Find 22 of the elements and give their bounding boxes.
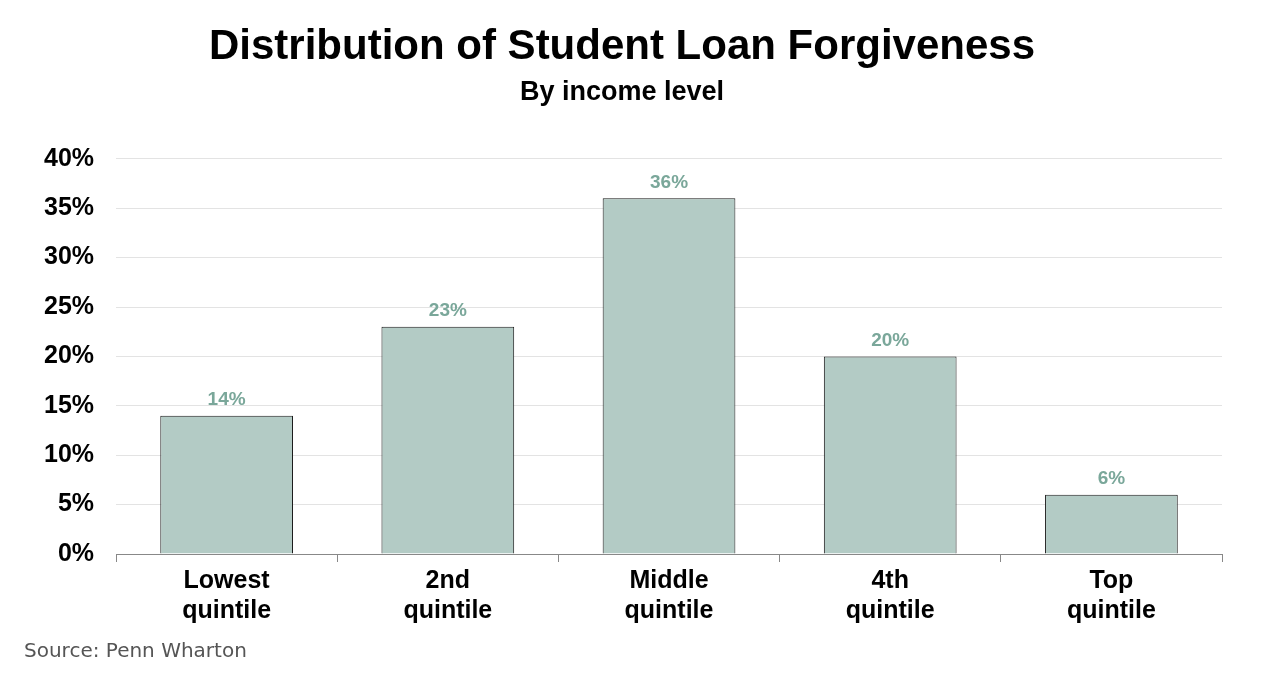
y-tick-label: 30% bbox=[43, 241, 95, 270]
y-tick-label: 35% bbox=[43, 192, 95, 221]
data-label: 20% bbox=[871, 329, 910, 351]
x-tick-label: Middle quintile bbox=[624, 564, 714, 623]
data-label: 14% bbox=[207, 388, 246, 410]
y-tick-label: 5% bbox=[57, 488, 95, 517]
x-tick-label: 2nd quintile bbox=[403, 564, 493, 623]
x-tick-label: Top quintile bbox=[1066, 564, 1156, 623]
x-tick-label: Lowest quintile bbox=[182, 564, 272, 623]
y-tick-label: 25% bbox=[43, 290, 95, 319]
x-tick-label: 4th quintile bbox=[845, 564, 935, 623]
chart-title: Distribution of Student Loan Forgiveness bbox=[208, 20, 1036, 68]
y-tick-label: 10% bbox=[43, 439, 95, 468]
source-note: Source: Penn Wharton bbox=[24, 638, 247, 662]
chart-subtitle: By income level bbox=[519, 76, 725, 107]
y-tick-label: 0% bbox=[57, 537, 95, 566]
y-tick-label: 15% bbox=[43, 389, 95, 418]
data-label: 36% bbox=[650, 171, 689, 193]
data-label: 6% bbox=[1097, 467, 1126, 489]
y-tick-label: 20% bbox=[43, 340, 95, 369]
data-label: 23% bbox=[428, 299, 467, 321]
y-tick-label: 40% bbox=[43, 142, 95, 171]
